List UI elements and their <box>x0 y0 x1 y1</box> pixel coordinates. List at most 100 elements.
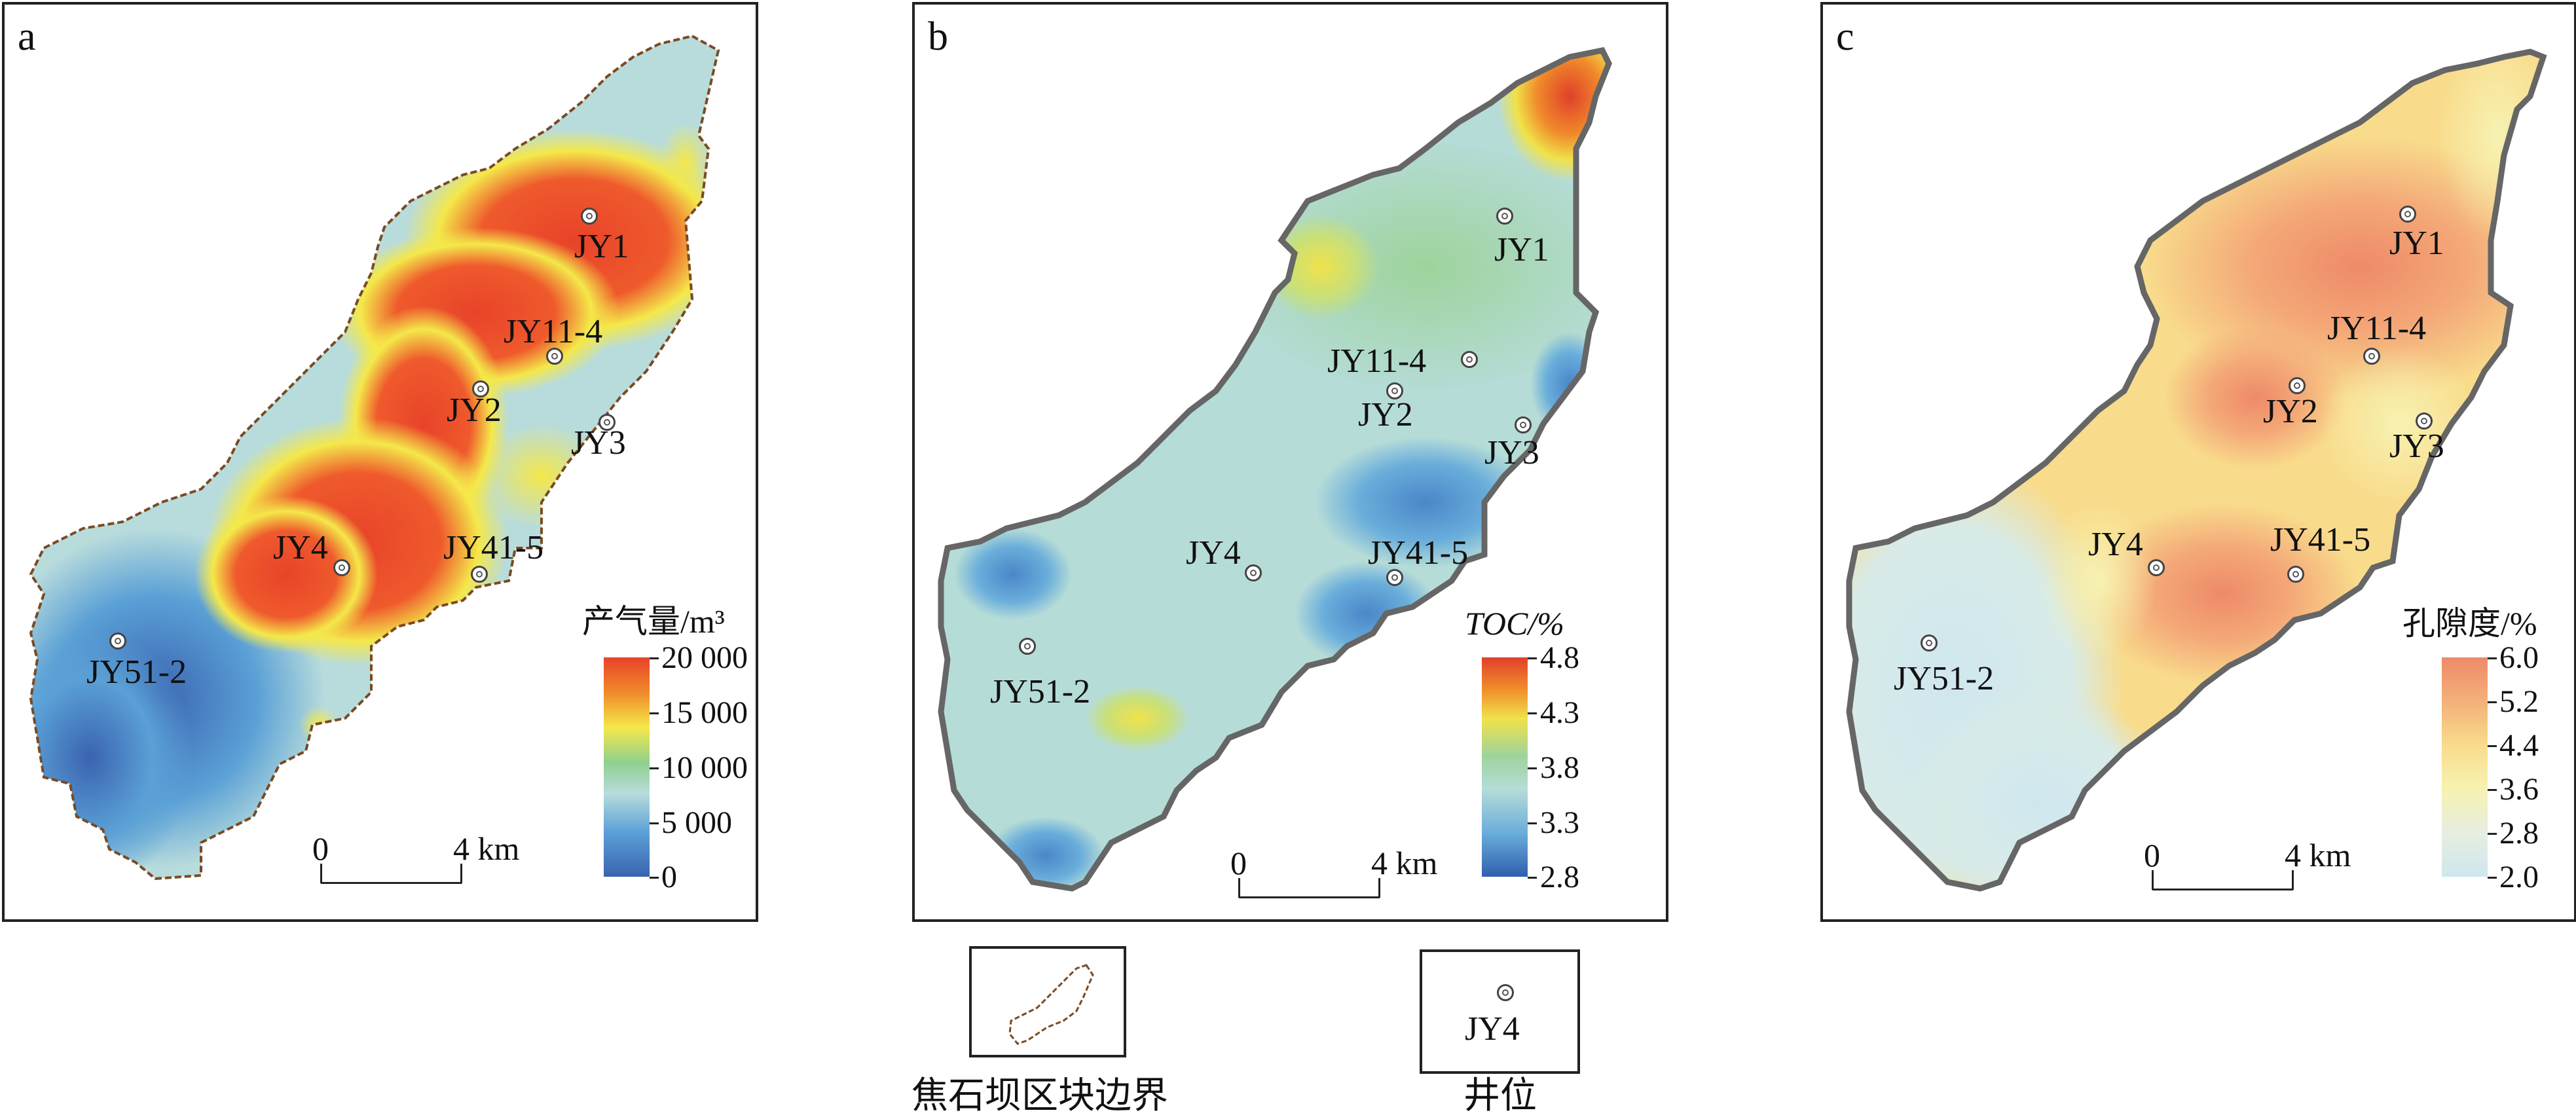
scale-bar-label: 0 <box>2144 837 2160 873</box>
well-marker-icon <box>333 559 350 576</box>
well-label: JY4 <box>1186 534 1241 572</box>
well-label: JY1 <box>2389 225 2444 262</box>
well-marker-icon <box>2287 566 2304 583</box>
scale-bar-label: 0 <box>1230 845 1247 881</box>
well-marker-icon <box>1496 208 1513 225</box>
well-label: JY41-5 <box>2270 521 2371 559</box>
legend-tick-label: 6.0 <box>2499 640 2539 675</box>
well-label: JY51-2 <box>990 673 1091 710</box>
well-marker-icon <box>1497 984 1514 1001</box>
legend-tick-label: 20 000 <box>661 640 748 675</box>
well-marker-icon <box>1245 564 1262 581</box>
legend-tick-label: 0 <box>661 860 677 894</box>
tick-mark <box>1528 712 1537 714</box>
tick-mark <box>650 877 659 879</box>
legend-tick-label: 2.8 <box>1540 860 1579 894</box>
well-label: JY4 <box>2088 526 2143 563</box>
panel-letter: b <box>928 14 948 59</box>
well-marker-icon <box>1019 638 1036 655</box>
tick-mark <box>650 767 659 769</box>
well-label: JY3 <box>571 424 626 462</box>
map-panel-toc: b JY1 JY11-4 JY2 JY3 JY4 JY41-5 JY51-2 T… <box>912 2 1668 922</box>
well-legend-box: JY4 <box>1420 949 1580 1074</box>
legend-tick-label: 10 000 <box>661 750 748 785</box>
well-legend-label: 井位 <box>1463 1076 1537 1116</box>
map-panel-gas-production: a JY1 JY11-4 JY2 JY3 JY4 JY41-5 JY51-2 产… <box>2 2 758 922</box>
scale-bar-label: 4 km <box>1371 845 1438 881</box>
tick-mark <box>2488 789 2497 791</box>
well-marker-icon <box>2416 413 2433 430</box>
tick-mark <box>1528 767 1537 769</box>
well-marker-icon <box>472 380 489 397</box>
well-label: JY2 <box>2263 393 2318 430</box>
well-label: JY41-5 <box>443 529 544 566</box>
scale-bar-tick <box>2292 870 2294 890</box>
color-scale-bar <box>2442 657 2488 877</box>
legend-tick-label: 2.0 <box>2499 860 2539 894</box>
well-marker-icon <box>1461 351 1478 368</box>
legend-tick-label: 2.8 <box>2499 816 2539 851</box>
tick-mark <box>1528 657 1537 659</box>
well-marker-icon <box>1386 382 1403 399</box>
well-label: JY2 <box>447 392 502 429</box>
legend-tick-label: 3.6 <box>2499 772 2539 807</box>
well-label: JY3 <box>1484 434 1539 471</box>
scale-bar-label: 0 <box>312 830 329 867</box>
well-marker-icon <box>2399 206 2416 223</box>
scale-bar <box>2152 889 2293 890</box>
well-label: JY1 <box>1494 231 1549 268</box>
tick-mark <box>1528 877 1537 879</box>
well-label: JY1 <box>574 228 629 265</box>
legend-title: 产气量/m³ <box>582 603 725 640</box>
panel-letter: c <box>1836 14 1854 59</box>
well-marker-icon <box>109 633 126 650</box>
scale-bar-tick <box>1378 878 1380 898</box>
well-label: JY4 <box>273 529 328 566</box>
well-marker-icon <box>1515 416 1532 433</box>
scale-bar-label: 4 km <box>2285 837 2351 873</box>
legend-tick-label: 4.4 <box>2499 728 2539 763</box>
well-label: JY3 <box>2389 428 2444 465</box>
well-marker-icon <box>2289 377 2306 394</box>
tick-mark <box>650 712 659 714</box>
tick-mark <box>2488 701 2497 703</box>
legend-tick-label: 5.2 <box>2499 684 2539 719</box>
well-label: JY41-5 <box>1368 534 1469 572</box>
well-marker-icon <box>598 414 616 431</box>
well-label: JY51-2 <box>86 653 187 691</box>
well-label: JY2 <box>1358 396 1413 433</box>
boundary-legend-box <box>969 946 1126 1057</box>
color-scale-bar <box>604 657 650 877</box>
scale-bar-label: 4 km <box>453 830 520 867</box>
tick-mark <box>650 822 659 824</box>
scale-bar <box>1239 896 1380 898</box>
legend-tick-label: 4.3 <box>1540 695 1579 730</box>
well-marker-icon <box>546 348 563 365</box>
well-marker-icon <box>1386 569 1403 586</box>
well-marker-icon <box>1921 634 1938 651</box>
well-label: JY11-4 <box>504 313 603 350</box>
tick-mark <box>650 657 659 659</box>
well-label: JY51-2 <box>1894 660 1995 697</box>
well-marker-icon <box>471 566 488 583</box>
legend-tick-label: 5 000 <box>661 805 732 840</box>
well-legend-sample: JY4 <box>1465 1010 1520 1048</box>
tick-mark <box>2488 745 2497 747</box>
gas-production-map <box>29 34 720 881</box>
legend-tick-label: 4.8 <box>1540 640 1579 675</box>
boundary-legend-icon <box>1008 964 1094 1045</box>
map-panel-porosity: c JY1 JY11-4 JY2 JY3 JY4 JY41-5 JY51-2 孔… <box>1820 2 2576 922</box>
tick-mark <box>2488 657 2497 659</box>
porosity-map <box>1846 48 2547 892</box>
panel-letter: a <box>18 14 36 59</box>
scale-bar-tick <box>320 864 322 883</box>
well-label: JY11-4 <box>1327 342 1427 380</box>
well-marker-icon <box>2363 348 2380 365</box>
boundary-legend-label: 焦石坝区块边界 <box>911 1076 1168 1116</box>
scale-bar-tick <box>1238 878 1240 898</box>
tick-mark <box>2488 877 2497 879</box>
well-label: JY11-4 <box>2327 310 2427 347</box>
scale-bar-tick <box>2152 870 2154 890</box>
scale-bar <box>321 882 462 884</box>
legend-tick-label: 15 000 <box>661 695 748 730</box>
